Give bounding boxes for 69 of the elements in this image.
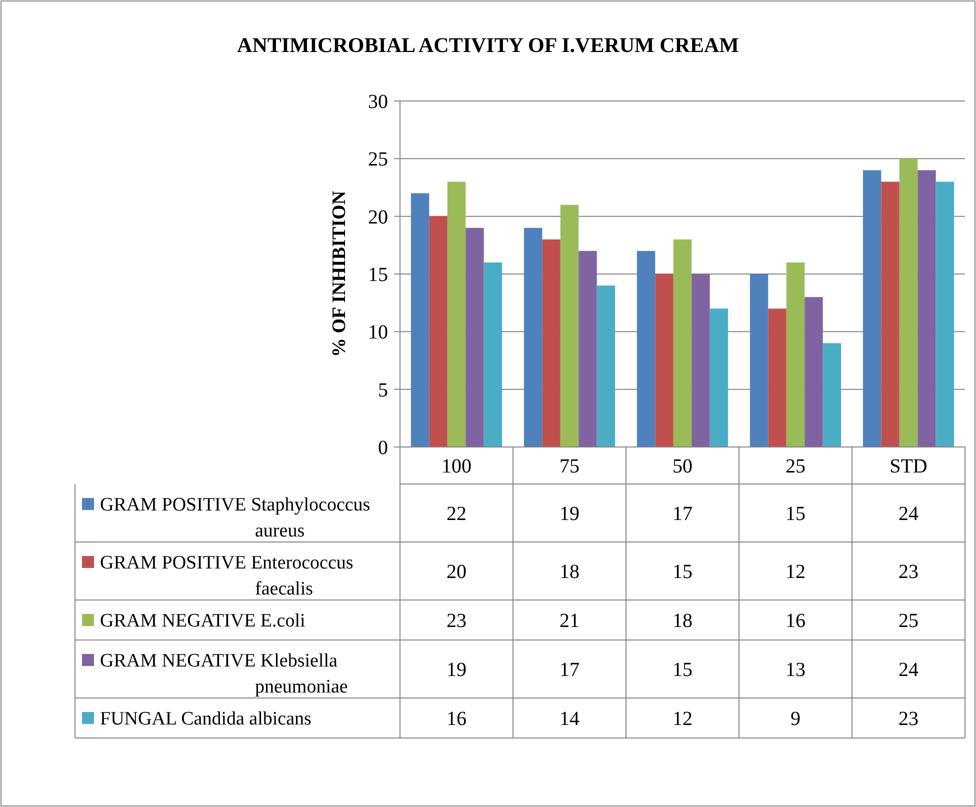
y-axis-title: % OF INHIBITION xyxy=(329,190,350,358)
bar xyxy=(899,158,918,447)
data-label: 18 xyxy=(672,610,692,632)
data-label: 12 xyxy=(786,561,806,583)
data-label: 24 xyxy=(898,659,918,681)
bar xyxy=(524,228,542,447)
data-label: 13 xyxy=(786,659,806,681)
bar xyxy=(636,250,656,447)
bar xyxy=(410,193,430,447)
bar xyxy=(881,182,900,447)
bar xyxy=(692,274,710,447)
data-label: 25 xyxy=(898,610,918,632)
chart-title: ANTIMICROBIAL ACTIVITY OF I.VERUM CREAM xyxy=(237,33,740,57)
bar xyxy=(429,216,448,447)
bar xyxy=(822,343,842,447)
data-label: 23 xyxy=(898,708,918,730)
bar xyxy=(466,228,484,447)
y-tick-label: 5 xyxy=(378,379,388,402)
data-label: 18 xyxy=(560,561,580,583)
x-tick-label: 75 xyxy=(560,456,580,478)
x-tick-label: 25 xyxy=(786,456,806,478)
data-label: 22 xyxy=(446,503,466,525)
data-label: 15 xyxy=(672,561,692,583)
data-label: 9 xyxy=(790,708,800,730)
data-label: 20 xyxy=(446,561,466,583)
data-label: 19 xyxy=(446,659,466,681)
bar xyxy=(484,262,502,447)
bar xyxy=(862,170,882,447)
bar xyxy=(918,170,936,447)
legend-label: FUNGAL Candida albicans xyxy=(100,708,312,730)
data-label: 15 xyxy=(672,659,692,681)
data-label: 17 xyxy=(672,503,692,525)
bar xyxy=(673,239,692,447)
y-tick-label: 10 xyxy=(368,322,388,344)
y-tick-label: 20 xyxy=(368,206,388,228)
data-label: 16 xyxy=(786,610,806,632)
bar xyxy=(447,182,466,447)
legend-label: GRAM NEGATIVE Klebsiella pneumoniae xyxy=(100,650,348,698)
y-tick-label: 15 xyxy=(368,264,388,286)
legend-label: GRAM POSITIVE Enterococcus faecalis xyxy=(100,552,354,600)
bar xyxy=(560,204,579,447)
x-tick-label: 100 xyxy=(442,456,472,478)
data-label: 15 xyxy=(786,503,806,525)
data-label: 17 xyxy=(560,659,580,681)
legend-label: GRAM NEGATIVE E.coli xyxy=(100,610,306,632)
data-label: 23 xyxy=(446,610,466,632)
bar xyxy=(804,297,823,447)
data-label: 12 xyxy=(672,708,692,730)
bar xyxy=(750,274,768,447)
legend-label: GRAM POSITIVE Staphylococcus aureus xyxy=(100,494,370,542)
x-tick-label: STD xyxy=(890,456,928,478)
data-label: 19 xyxy=(560,503,580,525)
data-label: 16 xyxy=(446,708,466,730)
bar xyxy=(596,286,616,447)
bar xyxy=(786,262,805,447)
y-tick-label: 30 xyxy=(368,91,388,113)
bar xyxy=(655,274,674,447)
data-label: 14 xyxy=(560,708,580,730)
y-tick-label: 25 xyxy=(368,148,388,171)
x-tick-label: 50 xyxy=(672,456,692,478)
bar xyxy=(768,308,786,447)
bar xyxy=(710,308,728,447)
bar xyxy=(542,239,560,447)
bar xyxy=(936,182,954,447)
data-label: 21 xyxy=(560,610,580,632)
data-label: 24 xyxy=(898,503,918,525)
bar xyxy=(578,250,597,447)
y-tick-label: 0 xyxy=(378,437,388,459)
data-label: 23 xyxy=(898,561,918,583)
